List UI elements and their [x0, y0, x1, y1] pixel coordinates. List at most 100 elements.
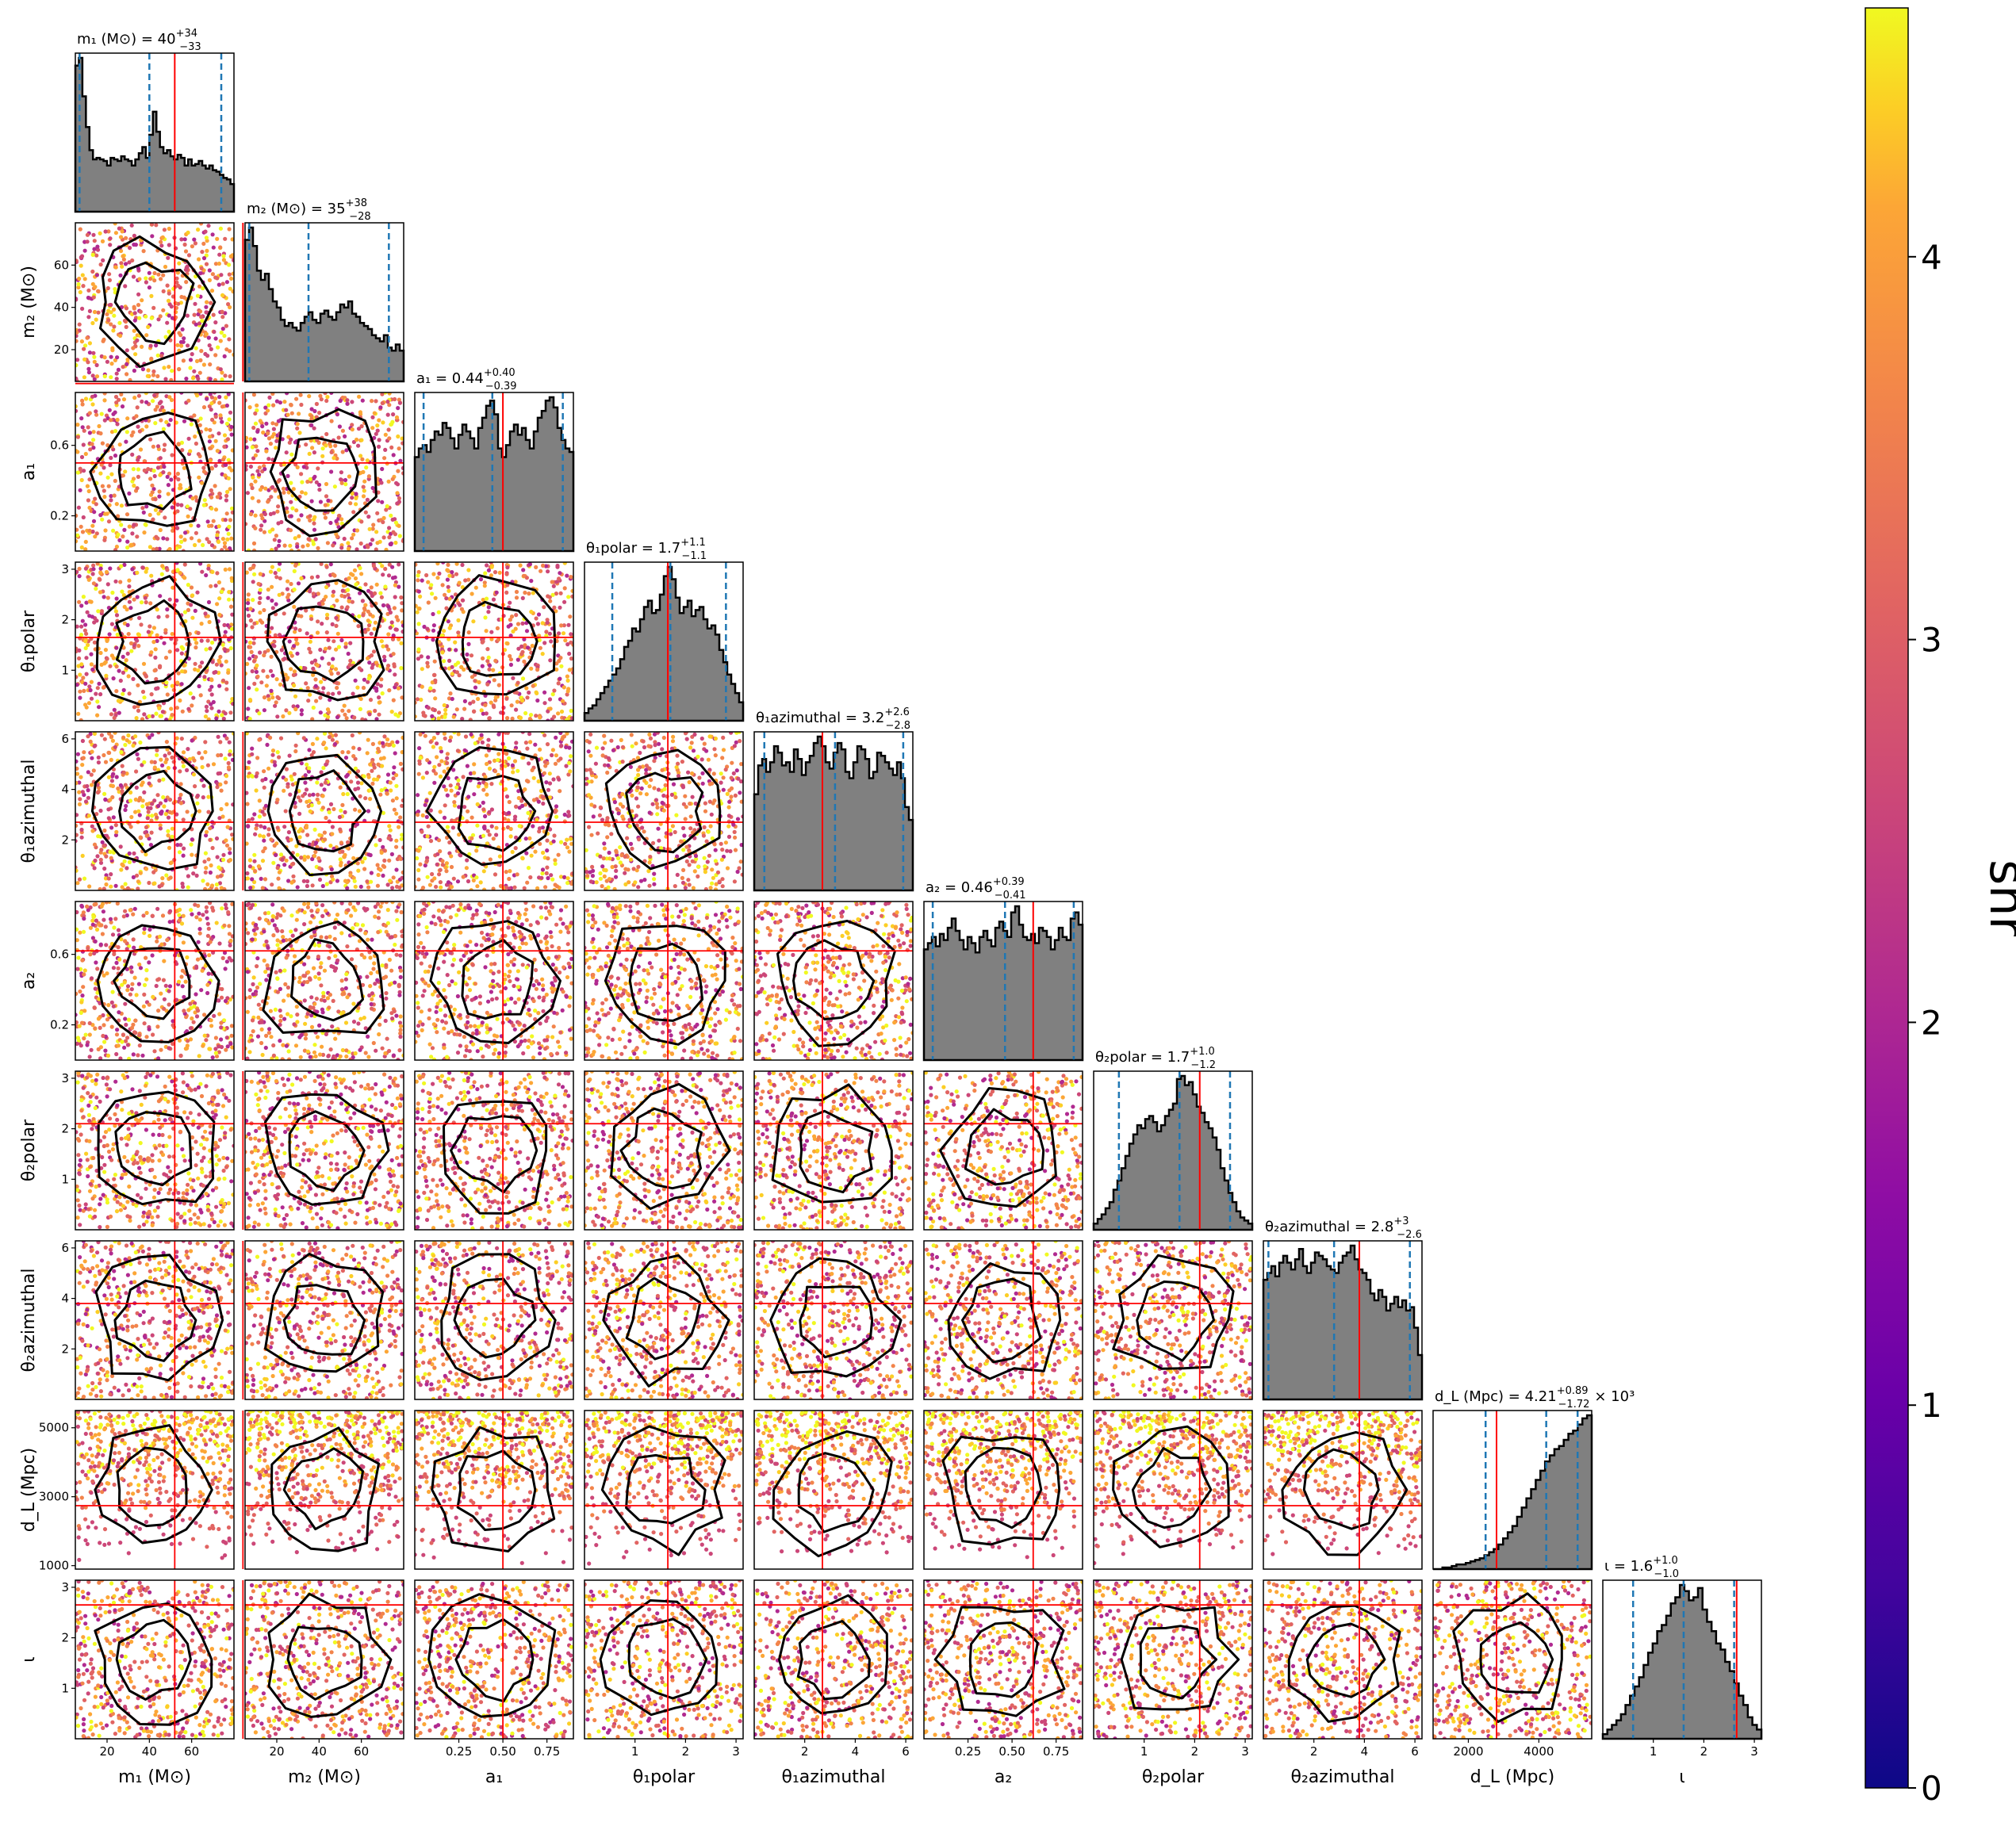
sample-point [182, 465, 186, 470]
sample-point [387, 858, 392, 863]
sample-point [520, 649, 525, 654]
sample-point [270, 548, 274, 551]
sample-point [119, 261, 124, 266]
sample-point [553, 810, 558, 814]
sample-point [201, 241, 206, 246]
sample-point [266, 403, 271, 408]
sample-point [311, 750, 316, 755]
sample-point [687, 882, 692, 887]
sample-point [275, 714, 280, 719]
sample-point [320, 794, 325, 798]
sample-point [110, 783, 115, 789]
sample-point [183, 530, 188, 535]
sample-point [121, 534, 125, 539]
sample-point [140, 763, 144, 768]
sample-point [308, 639, 312, 644]
sample-point [496, 732, 501, 737]
sample-point [345, 401, 350, 406]
sample-point [250, 445, 255, 450]
sample-point [504, 752, 509, 756]
sample-point [339, 517, 344, 522]
sample-point [328, 802, 334, 807]
sample-point [258, 419, 263, 423]
sample-point [529, 666, 534, 671]
sample-point [306, 537, 311, 542]
sample-point [161, 777, 166, 782]
sample-point [288, 528, 293, 533]
sample-point [369, 585, 374, 590]
sample-point [107, 632, 112, 637]
sample-point [311, 672, 316, 677]
sample-point [547, 795, 553, 800]
sample-point [130, 531, 135, 536]
sample-point [591, 814, 596, 819]
sample-point [529, 610, 534, 614]
sample-point [196, 377, 201, 381]
sample-point [122, 562, 127, 568]
sample-point [252, 548, 257, 551]
sample-point [87, 308, 92, 313]
sample-point [341, 584, 346, 588]
sample-point [450, 573, 455, 579]
sample-point [512, 817, 517, 822]
sample-point [115, 632, 120, 637]
sample-point [125, 622, 130, 628]
sample-point [131, 875, 136, 879]
sample-point [527, 732, 532, 737]
sample-point [246, 824, 251, 829]
sample-point [341, 791, 346, 797]
sample-point [114, 400, 119, 405]
sample-point [422, 624, 427, 630]
sample-point [89, 679, 94, 684]
sample-point [82, 750, 86, 755]
sample-point [148, 343, 153, 348]
sample-point [124, 658, 128, 663]
sample-point [96, 310, 101, 315]
sample-point [120, 264, 125, 269]
sample-point [215, 785, 220, 790]
sample-point [527, 562, 533, 567]
sample-point [401, 767, 404, 771]
sample-point [177, 850, 182, 855]
sample-point [148, 806, 153, 811]
sample-point [157, 494, 162, 499]
sample-point [209, 488, 213, 493]
sample-point [421, 713, 426, 718]
sample-point [137, 429, 142, 434]
sample-point [270, 748, 276, 753]
sample-point [326, 498, 331, 503]
sample-point [309, 803, 314, 808]
sample-point [541, 563, 546, 568]
sample-point [208, 377, 213, 381]
sample-point [377, 695, 381, 700]
sample-point [102, 355, 107, 360]
sample-point [217, 400, 222, 405]
sample-point [329, 672, 334, 676]
sample-point [359, 572, 364, 576]
sample-point [560, 737, 565, 741]
sample-point [163, 812, 168, 817]
sample-point [149, 316, 154, 320]
sample-point [493, 695, 498, 700]
sample-point [382, 658, 387, 663]
sample-point [358, 541, 363, 546]
sample-point [520, 856, 525, 860]
sample-point [156, 803, 161, 809]
sample-point [332, 572, 336, 577]
sample-point [266, 408, 270, 413]
sample-point [136, 632, 140, 637]
contour-90pct-t1p-a1 [461, 600, 538, 677]
sample-point [272, 538, 277, 542]
sample-point [370, 768, 374, 773]
sample-point [192, 413, 197, 418]
sample-point [146, 630, 151, 634]
sample-point [545, 838, 550, 843]
sample-point [223, 630, 228, 634]
sample-point [151, 870, 156, 875]
sample-point [217, 524, 221, 529]
sample-point [102, 595, 106, 599]
sample-point [266, 827, 271, 832]
sample-point [361, 685, 366, 691]
sample-point [328, 844, 333, 848]
sample-point [274, 575, 279, 580]
